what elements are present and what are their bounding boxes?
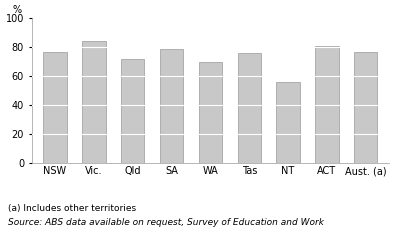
Bar xyxy=(43,52,67,163)
Bar xyxy=(82,41,106,163)
Bar xyxy=(276,82,300,163)
Bar xyxy=(237,53,261,163)
Bar xyxy=(121,59,145,163)
Text: Source: ABS data available on request, Survey of Education and Work: Source: ABS data available on request, S… xyxy=(8,218,324,227)
Bar xyxy=(315,47,339,163)
Bar xyxy=(199,62,222,163)
Bar xyxy=(354,52,378,163)
Bar xyxy=(160,49,183,163)
Text: (a) Includes other territories: (a) Includes other territories xyxy=(8,204,136,213)
Y-axis label: %: % xyxy=(13,5,22,15)
